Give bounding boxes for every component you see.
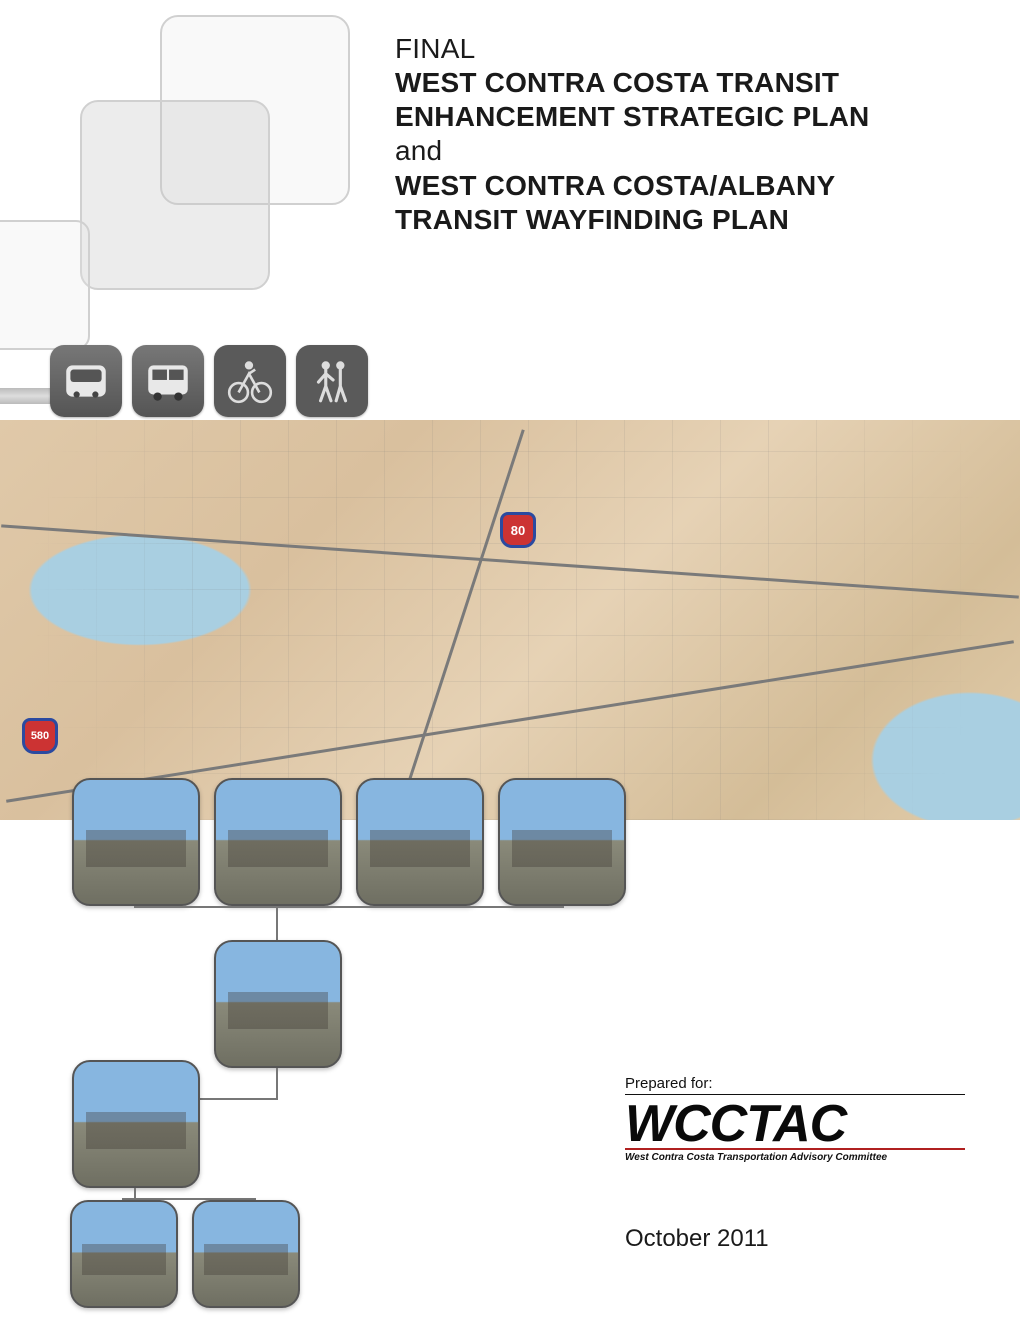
title-line: WEST CONTRA COSTA/ALBANY	[395, 169, 955, 203]
photo-tile	[356, 778, 484, 906]
mode-icon-row	[50, 345, 368, 417]
document-date: October 2011	[625, 1225, 769, 1253]
title-line: FINAL	[395, 32, 955, 66]
photo-tile	[72, 778, 200, 906]
decorative-square	[0, 220, 90, 350]
connector-line	[276, 1068, 278, 1098]
bart-train-icon	[50, 345, 122, 417]
title-line: and	[395, 134, 955, 168]
bicycle-icon	[214, 345, 286, 417]
title-line: TRANSIT WAYFINDING PLAN	[395, 203, 955, 237]
pedestrian-icon	[296, 345, 368, 417]
prepared-for-label: Prepared for:	[625, 1075, 965, 1095]
connector-line	[134, 906, 564, 908]
photo-tile	[192, 1200, 300, 1308]
connector-line	[276, 906, 278, 940]
bus-icon	[132, 345, 204, 417]
title-line: WEST CONTRA COSTA TRANSIT	[395, 66, 955, 100]
prepared-for-block: Prepared for: WCCTAC West Contra Costa T…	[625, 1075, 965, 1163]
photo-tile	[70, 1200, 178, 1308]
wcctac-logo: WCCTAC	[625, 1101, 965, 1148]
photo-tile	[72, 1060, 200, 1188]
regional-map: 80 580	[0, 420, 1020, 820]
photo-tile	[214, 940, 342, 1068]
decorative-square	[80, 100, 270, 290]
document-title: FINAL WEST CONTRA COSTA TRANSIT ENHANCEM…	[395, 32, 955, 237]
photo-tile	[498, 778, 626, 906]
hwy-shield-80: 80	[500, 512, 536, 548]
title-line: ENHANCEMENT STRATEGIC PLAN	[395, 100, 955, 134]
hwy-shield-580: 580	[22, 718, 58, 754]
photo-tile	[214, 778, 342, 906]
